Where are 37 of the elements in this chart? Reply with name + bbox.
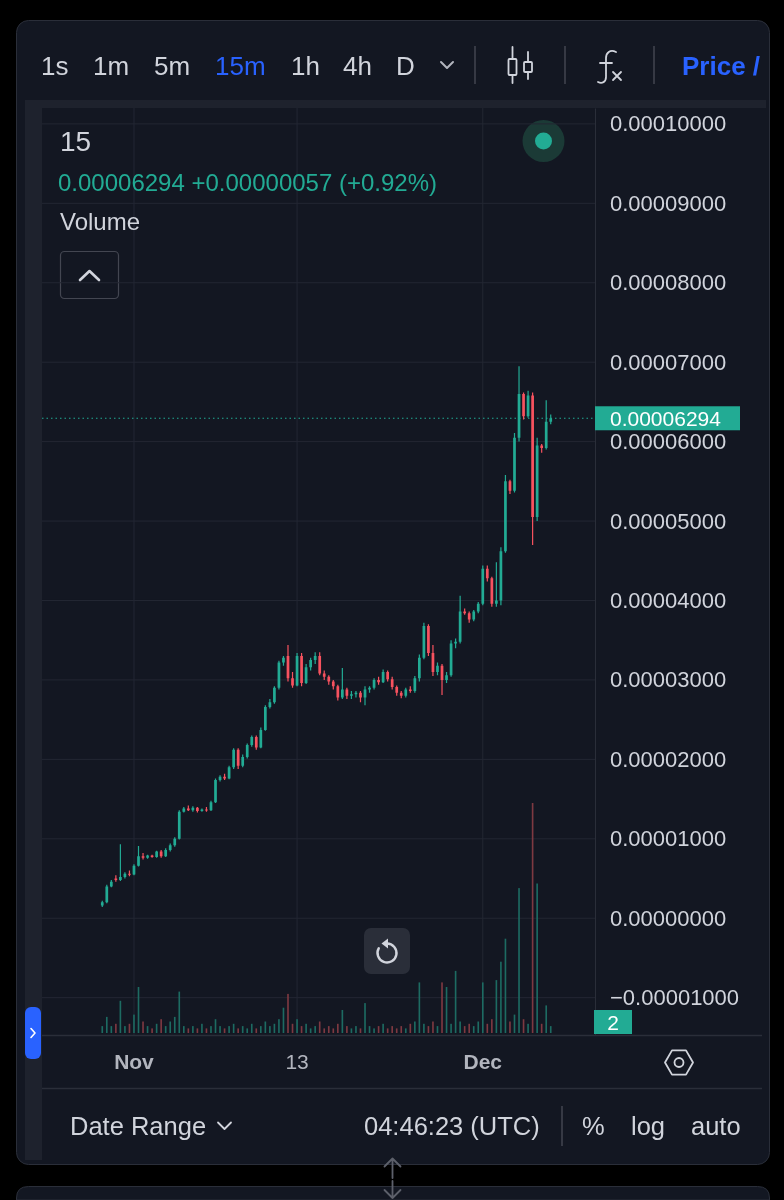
candlestick [354, 691, 358, 698]
y-tick-label: 0.00003000 [610, 667, 727, 693]
text: 5m [154, 50, 191, 81]
x-tick-label: Dec [463, 1049, 503, 1073]
text: Price / [682, 50, 761, 81]
text: log [631, 1112, 666, 1140]
y-tick-label: 0.00008000 [610, 270, 727, 296]
candlestick [146, 854, 149, 859]
y-tick-label: 0.00000000 [610, 905, 727, 931]
text: D [396, 50, 415, 81]
text: 1m [93, 50, 130, 81]
text: 1h [291, 50, 320, 81]
text: % [582, 1112, 605, 1140]
y-tick-label: 0.00002000 [610, 746, 727, 772]
x-tick-label: Nov [114, 1049, 155, 1073]
text: auto [691, 1112, 741, 1140]
y-tick-label: 0.00005000 [610, 508, 727, 534]
text: 15m [215, 50, 266, 81]
chart-title: Volume [60, 207, 141, 235]
candlestick [408, 686, 412, 693]
text: 04:46:23 (UTC) [364, 1112, 540, 1140]
y-tick-label: 0.00001000 [610, 826, 727, 852]
y-tick-label: −0.00001000 [610, 985, 740, 1011]
y-tick-label: 0.00004000 [610, 588, 727, 614]
text: Date Range [70, 1112, 207, 1140]
ref-line-label: 0.00006294 [610, 406, 722, 430]
text: 4h [343, 50, 372, 81]
text: 1s [41, 50, 69, 81]
y-tick-label: 0.00006000 [610, 429, 727, 455]
y-tick-label: 0.00010000 [610, 111, 727, 137]
text: 2 [607, 1010, 619, 1034]
x-tick-label: 13 [285, 1049, 309, 1073]
y-tick-label: 0.00009000 [610, 190, 727, 216]
text: 0.00006294 +0.00000057 (+0.92%) [58, 169, 437, 196]
y-tick-label: 0.00007000 [610, 349, 727, 375]
candlestick [141, 853, 145, 860]
text: 15 [60, 126, 92, 157]
